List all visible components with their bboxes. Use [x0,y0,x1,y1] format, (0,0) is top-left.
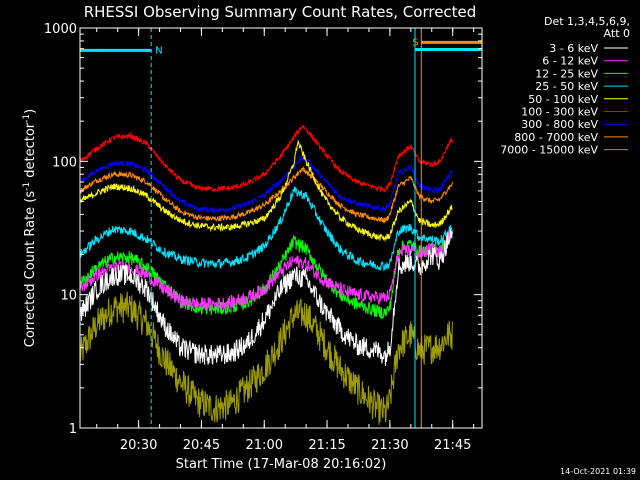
y-axis-label-end: ) [23,109,38,114]
x-tick-label: 20:45 [183,438,220,453]
series-line [79,166,453,225]
legend-item-label: 50 - 100 keV [528,93,598,106]
legend-item-label: 12 - 25 keV [535,67,598,80]
series-line [79,139,453,243]
flag-label: S [412,37,418,48]
series-line [79,228,453,367]
legend-item-label: 3 - 6 keV [549,42,598,55]
x-tick-label: 21:00 [246,438,283,453]
y-tick-label: 10 [60,289,77,304]
series-line [79,186,453,272]
legend-item-label: 7000 - 15000 keV [500,144,598,157]
series-line [79,291,453,426]
flag-label: N [155,45,162,56]
series-line [79,154,453,214]
legend-item-label: 25 - 50 keV [535,80,598,93]
legend-item-label: 300 - 800 keV [521,118,598,131]
legend-item-label: 800 - 7000 keV [514,131,598,144]
legend-item-label: 100 - 300 keV [521,106,598,119]
footer-date: 14-Oct-2021 01:39 [560,467,636,476]
y-tick-label: 1000 [44,22,77,37]
series-line [79,229,453,312]
y-axis-label-sup2: -1 [22,114,32,123]
x-tick-label: 21:45 [434,438,471,453]
y-axis: 1 10 100 1000 [44,22,482,437]
y-axis-label-sup1: -1 [22,182,32,191]
plot-frame [79,27,483,429]
chart-title: RHESSI Observing Summary Count Rates, Co… [84,3,477,21]
legend-item-label: 6 - 12 keV [542,55,598,68]
y-axis-label-mid: detector [23,122,38,182]
x-axis-label: Start Time (17-Mar-08 20:16:02) [176,457,387,472]
series-line [79,231,453,320]
series-line [79,124,453,193]
legend-header-attenuator: Att 0 [604,27,630,40]
x-tick-label: 20:30 [120,438,157,453]
legend-header-detectors: Det 1,3,4,5,6,9, [544,15,630,28]
x-axis: 20:30 20:45 21:00 21:15 21:30 21:45 [96,28,475,453]
y-axis-label: Corrected Count Rate (s-1 detector-1) [22,109,38,347]
x-tick-label: 21:15 [308,438,345,453]
y-tick-label: 100 [52,155,77,170]
y-axis-label-main: Corrected Count Rate (s [23,191,38,348]
x-tick-label: 21:30 [371,438,408,453]
y-tick-label: 1 [69,422,77,437]
plot-area: NS [79,28,483,428]
